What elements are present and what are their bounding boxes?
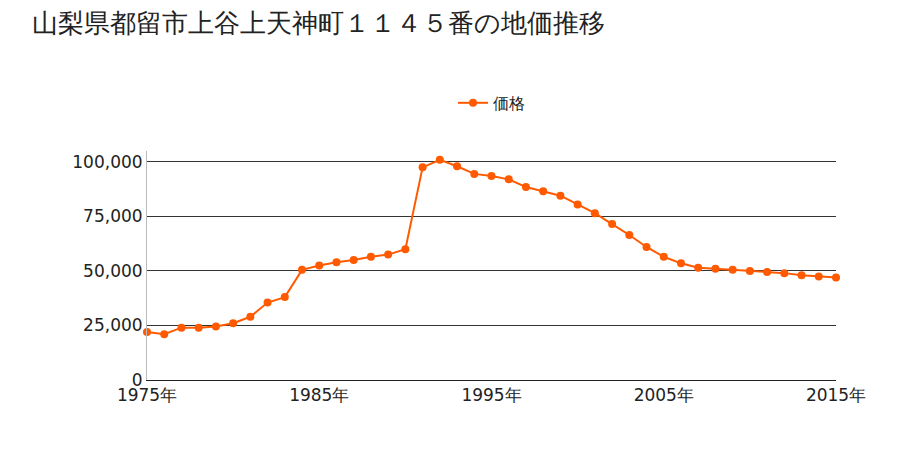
svg-text:100,000: 100,000	[72, 152, 142, 172]
svg-text:価格: 価格	[493, 94, 525, 113]
svg-text:1985年: 1985年	[289, 385, 349, 405]
svg-text:山梨県都留市上谷上天神町１１４５番の地価推移: 山梨県都留市上谷上天神町１１４５番の地価推移	[32, 8, 605, 38]
svg-text:1975年: 1975年	[117, 385, 177, 405]
svg-text:2005年: 2005年	[634, 385, 694, 405]
svg-text:25,000: 25,000	[83, 315, 142, 335]
svg-text:0: 0	[132, 370, 143, 390]
svg-text:2015年: 2015年	[806, 385, 866, 405]
svg-text:1995年: 1995年	[461, 385, 521, 405]
svg-text:75,000: 75,000	[83, 206, 142, 226]
svg-text:50,000: 50,000	[83, 261, 142, 281]
